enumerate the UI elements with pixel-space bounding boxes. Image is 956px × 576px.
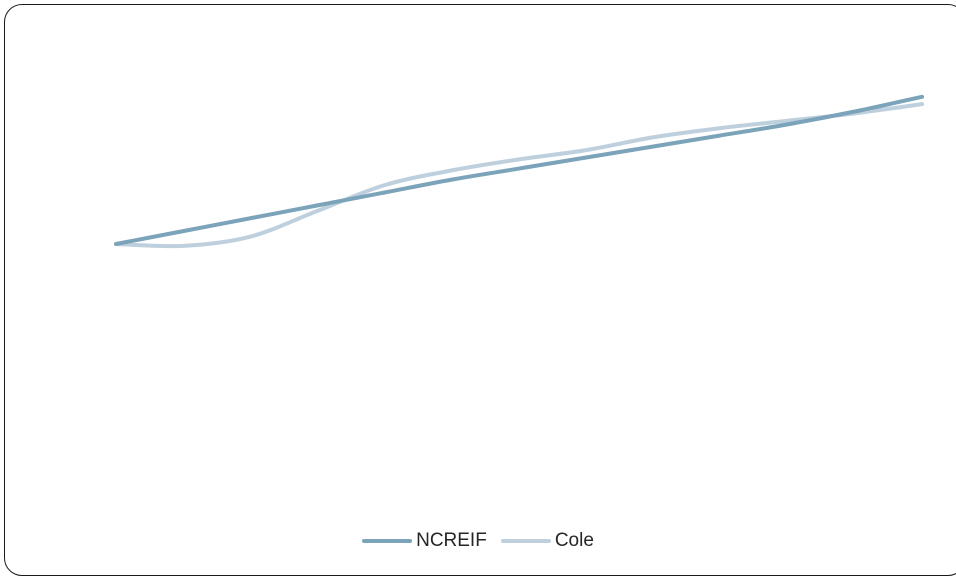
legend-swatch-cole xyxy=(500,539,551,543)
legend-label-cole: Cole xyxy=(554,530,594,551)
legend-swatch-ncreif xyxy=(362,539,413,543)
chart-border xyxy=(4,4,956,576)
legend-entry-ncreif: NCREIF xyxy=(362,530,487,552)
series-layer xyxy=(114,94,924,249)
legend: NCREIF Cole xyxy=(0,526,956,556)
legend-label-ncreif: NCREIF xyxy=(416,530,487,551)
series-line-ncreif xyxy=(114,94,924,246)
series-line-cole xyxy=(114,102,924,249)
legend-entry-cole: Cole xyxy=(500,530,594,552)
